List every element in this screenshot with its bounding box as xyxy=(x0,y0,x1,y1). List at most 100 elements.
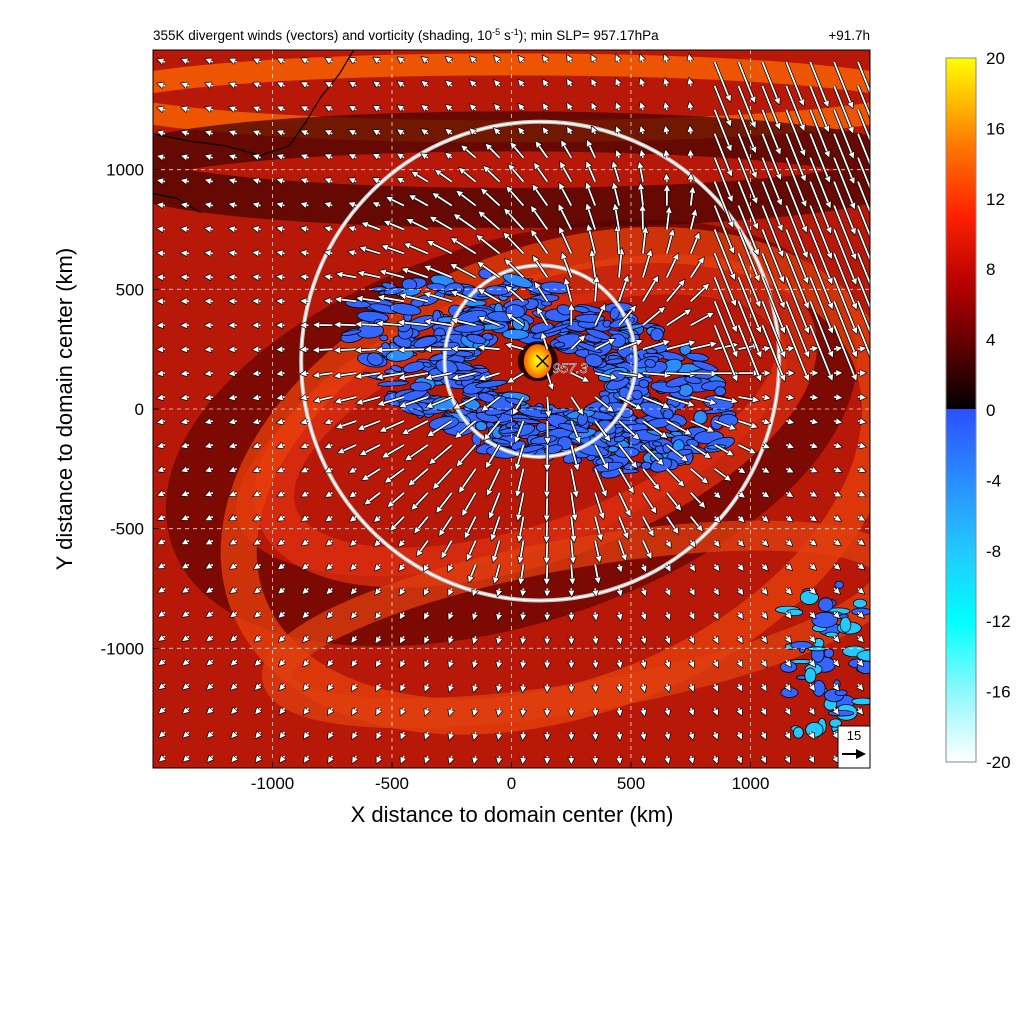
wind-vector xyxy=(786,731,789,737)
wind-vector xyxy=(594,306,604,326)
wind-vector xyxy=(209,756,213,760)
wind-vector xyxy=(785,133,804,180)
wind-vector xyxy=(329,684,333,689)
wind-vector xyxy=(786,589,790,593)
wind-vector xyxy=(185,756,189,760)
wind-vector xyxy=(231,277,237,278)
wind-vector xyxy=(207,60,214,62)
wind-vector xyxy=(690,468,707,482)
wind-vector xyxy=(404,269,429,279)
wind-vector xyxy=(643,660,645,666)
wind-vector xyxy=(691,683,693,690)
wind-vector xyxy=(520,129,524,134)
wind-vector xyxy=(466,516,477,537)
wind-vector xyxy=(786,636,790,641)
wind-vector xyxy=(833,493,839,496)
wind-vector xyxy=(785,277,808,331)
center-pressure-label: 957.3 xyxy=(553,360,588,376)
wind-vector xyxy=(810,517,815,520)
wind-vector xyxy=(614,163,620,182)
wind-vector xyxy=(449,612,451,618)
wind-vector xyxy=(667,755,668,762)
wind-vector xyxy=(487,444,501,467)
wind-vector xyxy=(666,420,690,434)
wind-vector xyxy=(474,755,475,762)
wind-vector xyxy=(377,636,380,641)
wind-vector xyxy=(377,659,380,665)
wind-vector xyxy=(231,180,237,182)
wind-vector xyxy=(595,708,596,714)
wind-vector xyxy=(437,171,453,183)
wind-vector xyxy=(326,252,333,253)
wind-vector xyxy=(207,156,213,158)
wind-vector xyxy=(366,492,381,504)
negative-vorticity-patch xyxy=(379,334,389,342)
wind-vector xyxy=(423,106,428,110)
wind-vector xyxy=(416,516,429,532)
wind-vector xyxy=(384,444,405,457)
wind-vector xyxy=(666,128,667,134)
wind-vector xyxy=(376,589,380,594)
wind-vector xyxy=(666,152,667,158)
wind-vector xyxy=(231,108,237,110)
wind-vector xyxy=(315,349,333,350)
wind-vector xyxy=(506,261,525,279)
wind-vector xyxy=(402,755,404,762)
wind-vector xyxy=(858,565,863,569)
wind-vector xyxy=(641,80,643,87)
negative-vorticity-patch xyxy=(851,697,870,706)
negative-vorticity-patch xyxy=(799,590,819,605)
wind-vector xyxy=(461,169,477,183)
wind-vector xyxy=(207,108,214,110)
wind-vector xyxy=(618,373,642,376)
wind-vector xyxy=(785,61,803,104)
wind-vector xyxy=(303,131,309,133)
wind-vector xyxy=(358,396,381,403)
wind-vector xyxy=(460,468,477,491)
wind-vector xyxy=(232,636,237,640)
x-tick-label: 500 xyxy=(617,774,645,793)
wind-vector xyxy=(255,253,261,254)
wind-vector xyxy=(279,107,285,109)
wind-vector xyxy=(159,421,166,422)
wind-vector xyxy=(159,373,166,374)
wind-vector xyxy=(739,517,743,521)
colorbar: 20 16 12 8 4 0 -4 -8 -12 -16 -20 xyxy=(945,49,1011,772)
wind-vector xyxy=(547,492,548,520)
wind-vector xyxy=(207,517,214,520)
wind-vector xyxy=(183,517,190,519)
wind-vector xyxy=(786,541,791,545)
wind-vector xyxy=(833,157,854,208)
wind-vector xyxy=(713,109,731,150)
wind-vector xyxy=(715,683,717,689)
wind-vector xyxy=(691,636,693,641)
negative-vorticity-patch xyxy=(544,444,563,455)
wind-vector xyxy=(786,565,790,569)
wind-vector xyxy=(418,540,429,555)
wind-vector xyxy=(423,82,428,86)
wind-vector xyxy=(279,469,285,471)
wind-vector xyxy=(494,540,501,561)
wind-vector xyxy=(738,420,756,427)
wind-vector xyxy=(231,445,237,447)
wind-vector xyxy=(485,167,501,183)
wind-vector xyxy=(762,565,766,569)
wind-vector xyxy=(351,203,357,205)
wind-vector xyxy=(617,152,619,158)
wind-vector xyxy=(279,493,285,496)
wind-vector xyxy=(713,205,733,252)
wind-vector xyxy=(618,341,641,351)
wind-vector xyxy=(207,204,213,205)
wind-vector xyxy=(450,659,452,666)
wind-vector xyxy=(809,300,832,355)
wind-vector xyxy=(510,166,525,183)
wind-vector xyxy=(761,277,784,331)
wind-vector xyxy=(183,156,190,157)
wind-vector xyxy=(336,373,357,376)
wind-vector xyxy=(233,732,237,736)
wind-vector xyxy=(618,516,627,537)
wind-vector xyxy=(280,612,284,616)
colorbar-tick-label: -4 xyxy=(986,471,1001,490)
wind-vector xyxy=(279,397,285,398)
wind-vector xyxy=(715,635,718,641)
